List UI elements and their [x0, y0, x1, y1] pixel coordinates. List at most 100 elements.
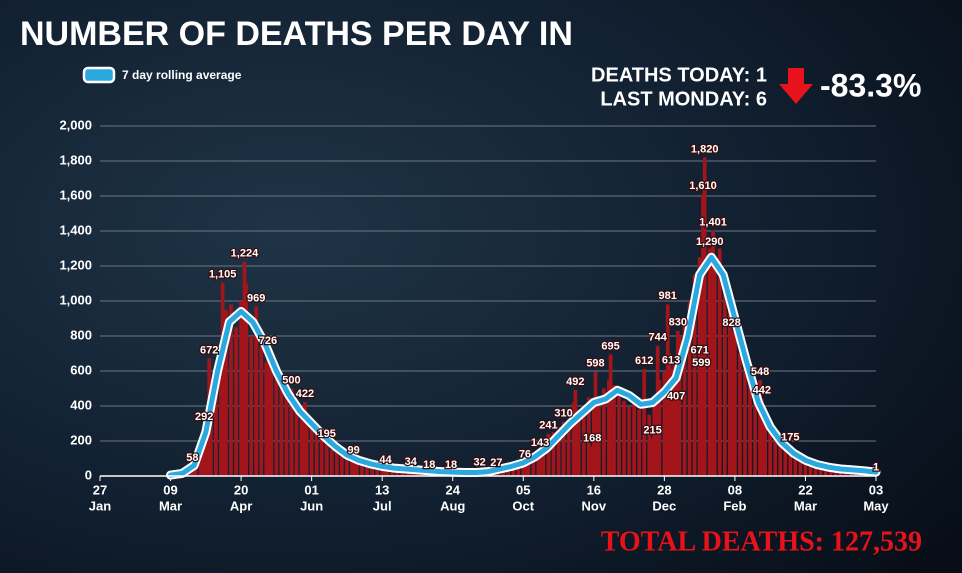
data-label: 1,820	[691, 143, 719, 155]
bar	[334, 448, 339, 476]
bar	[224, 309, 228, 476]
plot-area: 0 200 400 600 800 1,000 1,200 1,400 1,600 1,800 2,…	[59, 117, 889, 513]
bar	[284, 397, 289, 476]
bar	[823, 468, 828, 476]
bar	[370, 465, 374, 476]
bar	[669, 368, 673, 476]
data-label: 492	[566, 376, 584, 388]
bar	[617, 392, 621, 476]
change-percent: -83.3%	[820, 67, 921, 103]
data-label: 195	[318, 428, 336, 440]
data-label: 407	[667, 391, 685, 403]
bar	[662, 371, 667, 476]
bar	[526, 458, 531, 476]
bar	[249, 336, 254, 476]
x-tick-label: 16	[587, 482, 601, 497]
x-tick-label: 05	[516, 482, 530, 497]
y-tick-label: 400	[70, 397, 92, 412]
bar	[355, 461, 359, 476]
data-label: 422	[296, 388, 314, 400]
x-tick-month: Aug	[440, 498, 465, 513]
data-label: 168	[583, 433, 601, 445]
x-tick-month: Dec	[652, 498, 676, 513]
bar	[345, 456, 349, 476]
data-label: 34	[405, 456, 418, 468]
x-tick-month: Feb	[723, 498, 746, 513]
bar	[655, 345, 660, 476]
bar	[593, 371, 598, 476]
bar	[717, 248, 722, 476]
x-tick-month: Mar	[794, 498, 817, 513]
data-label: 175	[781, 431, 799, 443]
bar	[586, 397, 591, 476]
bar	[788, 445, 793, 476]
data-label: 671	[690, 344, 708, 356]
bar	[239, 301, 243, 476]
bar	[314, 430, 319, 476]
bar	[759, 398, 764, 476]
data-label: 598	[586, 357, 604, 369]
bar	[390, 469, 395, 476]
bar	[773, 435, 778, 476]
bar	[722, 283, 727, 476]
bar	[707, 250, 712, 476]
bar	[259, 344, 264, 476]
data-label: 695	[601, 340, 619, 352]
bar	[674, 404, 678, 476]
bar	[516, 463, 521, 476]
bar	[351, 458, 356, 476]
data-label: 1,105	[209, 269, 237, 281]
bar	[711, 230, 715, 476]
bar	[561, 421, 566, 476]
x-tick-label: 08	[728, 482, 742, 497]
x-tick-month: Mar	[159, 498, 182, 513]
x-tick-label: 13	[375, 482, 389, 497]
data-label: 500	[282, 374, 300, 386]
x-tick-label: 09	[163, 482, 177, 497]
x-tick-month: Apr	[230, 498, 252, 513]
bar	[279, 385, 284, 476]
data-label: 76	[519, 449, 531, 461]
bar	[556, 427, 561, 476]
x-tick-month: May	[863, 498, 889, 513]
bar	[324, 441, 329, 476]
x-tick-label: 28	[657, 482, 671, 497]
data-label: 726	[259, 335, 277, 347]
bar	[647, 414, 652, 476]
bar	[294, 409, 299, 476]
bar	[702, 157, 707, 476]
bar	[743, 362, 747, 476]
bar	[642, 368, 647, 476]
data-label: 32	[473, 456, 485, 468]
bar	[242, 261, 247, 476]
total-deaths: TOTAL DEATHS: 127,539	[601, 526, 922, 557]
bar	[551, 432, 556, 476]
bar	[632, 400, 636, 476]
y-tick-label: 1,800	[59, 152, 92, 167]
data-label: 1,290	[696, 236, 724, 248]
bar	[581, 406, 586, 476]
data-label: 18	[423, 459, 435, 471]
rolling-average-line	[168, 254, 879, 478]
deaths-today: DEATHS TODAY: 1	[591, 64, 767, 86]
bar	[783, 448, 788, 476]
bar	[818, 466, 823, 476]
bar	[198, 444, 203, 476]
bar	[538, 450, 542, 476]
bar	[778, 441, 783, 476]
bar	[608, 354, 613, 476]
y-tick-label: 800	[70, 327, 92, 342]
data-label: 44	[379, 454, 392, 466]
last-monday: LAST MONDAY: 6	[600, 88, 767, 110]
chart-title: NUMBER OF DEATHS PER DAY IN	[20, 15, 573, 53]
y-tick-label: 600	[70, 362, 92, 377]
x-tick-month: Oct	[512, 498, 534, 513]
bar	[329, 449, 334, 476]
bar	[748, 379, 752, 476]
bar	[531, 455, 536, 476]
bar	[738, 353, 742, 476]
bar	[303, 402, 307, 476]
data-label: 241	[539, 420, 557, 432]
x-tick-month: Jun	[300, 498, 323, 513]
